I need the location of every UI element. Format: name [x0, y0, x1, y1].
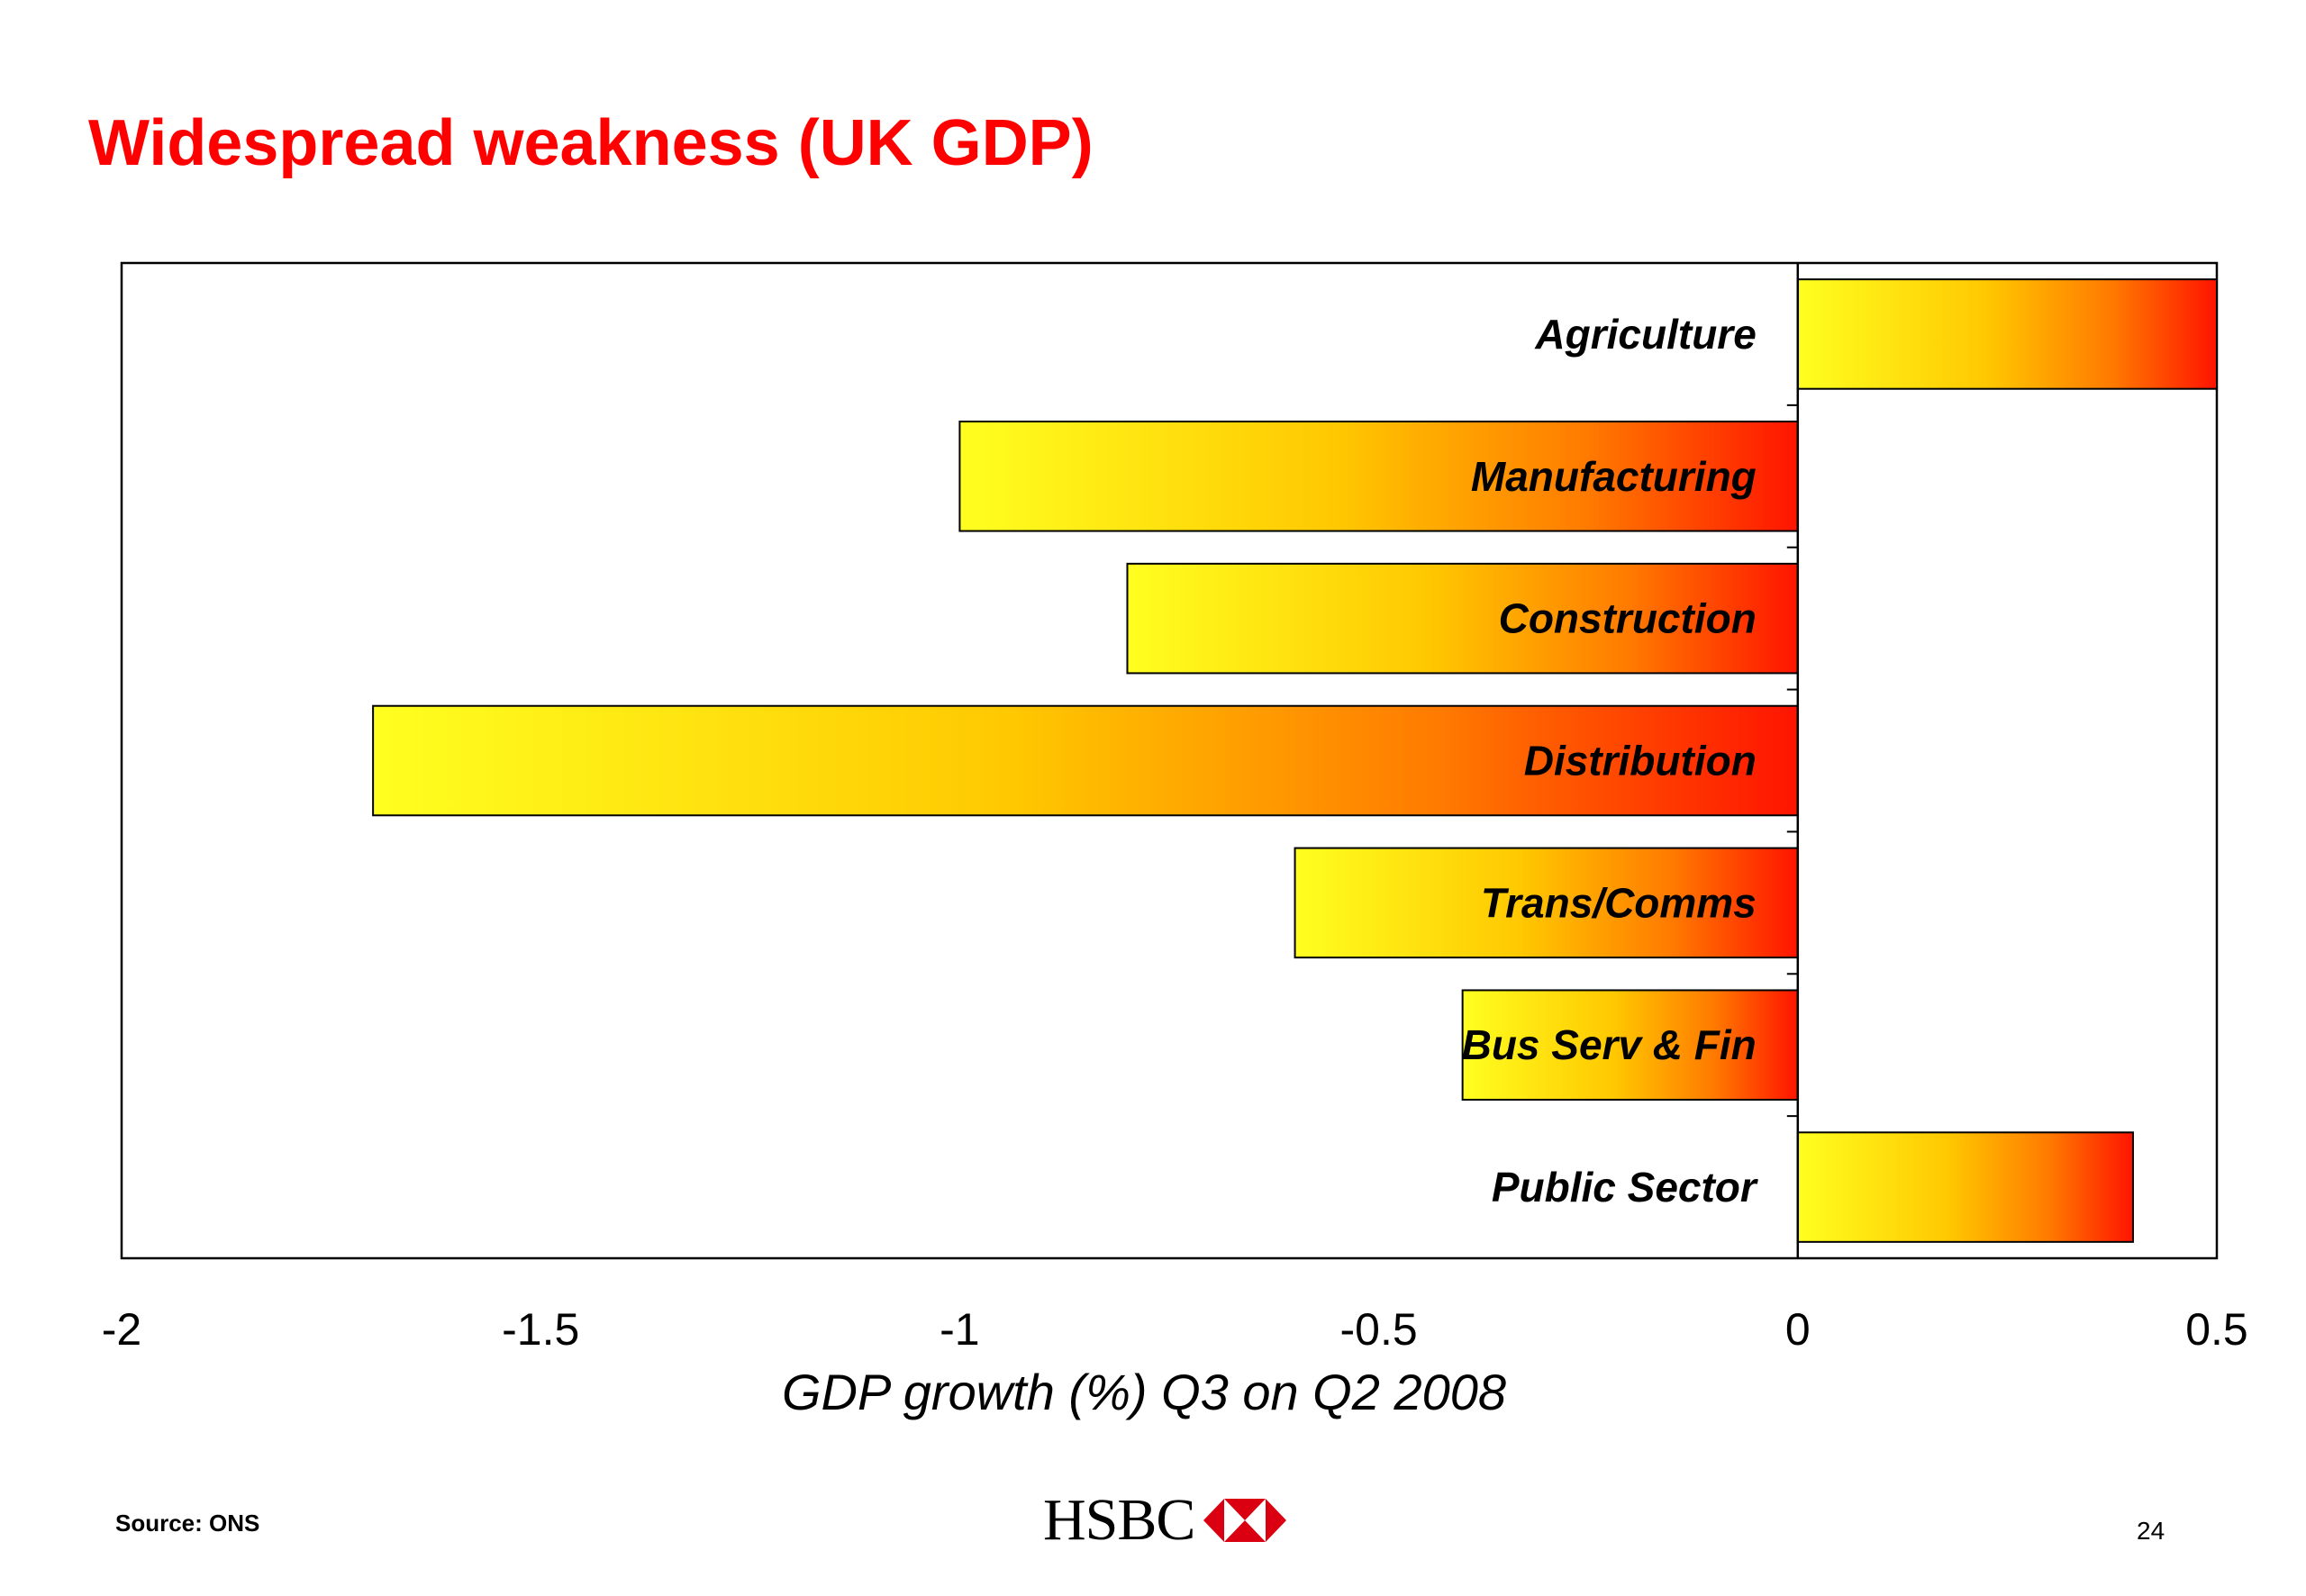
category-label: Trans/Comms: [1481, 879, 1757, 926]
x-tick-label: 0: [1785, 1304, 1811, 1355]
hsbc-logo: HSBC: [1043, 1486, 1287, 1555]
x-axis-label: GDP growth (%) Q3 on Q2 2008: [782, 1364, 1506, 1420]
bar-bus-serv-fin: [1461, 989, 1799, 1101]
x-tick-label: -2: [102, 1304, 141, 1355]
x-tick-label: -0.5: [1340, 1304, 1418, 1355]
bar-construction: [1126, 562, 1799, 675]
bar-manufacturing: [958, 421, 1799, 532]
category-label: Construction: [1499, 595, 1757, 642]
slide-title: Widespread weakness (UK GDP): [88, 107, 1094, 179]
source-note: Source: ONS: [115, 1510, 260, 1537]
bar-agriculture: [1796, 278, 2219, 390]
bar-public-sector: [1796, 1131, 2134, 1243]
hexagon-logo-icon: [1203, 1499, 1287, 1542]
category-label: Bus Serv & Fin: [1462, 1021, 1757, 1068]
x-tick-label: -1: [940, 1304, 979, 1355]
category-label: Agriculture: [1534, 311, 1756, 358]
x-tick-label: -1.5: [502, 1304, 579, 1355]
bar-distribution: [372, 704, 1799, 817]
logo-text: HSBC: [1043, 1487, 1195, 1553]
page-number: 24: [2137, 1517, 2165, 1545]
x-tick-label: 0.5: [2185, 1304, 2248, 1355]
bar-trans-comms: [1294, 847, 1799, 959]
category-label: Manufacturing: [1471, 453, 1757, 500]
category-label: Distribution: [1524, 738, 1757, 784]
category-label: Public Sector: [1492, 1164, 1758, 1211]
